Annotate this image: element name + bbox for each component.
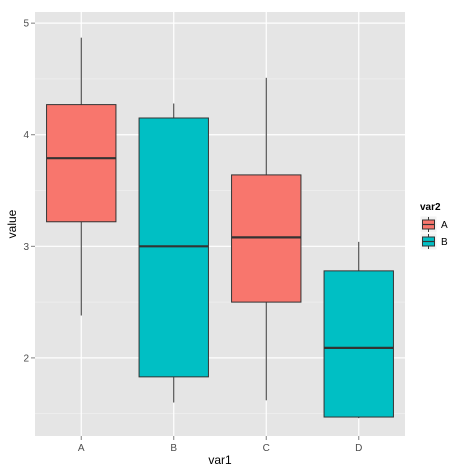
y-axis-title: value	[5, 209, 19, 238]
legend-label: A	[441, 220, 448, 231]
box-body	[46, 104, 117, 223]
x-tick-label: B	[170, 443, 177, 454]
y-tick-label: 3	[23, 242, 29, 253]
legend-label: B	[441, 237, 448, 248]
box-B	[138, 103, 209, 403]
y-tick-label: 2	[23, 353, 29, 364]
box-body	[231, 174, 302, 303]
legend-title: var2	[420, 202, 441, 213]
x-tick-label: A	[78, 443, 85, 454]
y-tick-label: 5	[23, 19, 29, 30]
box-A	[46, 37, 117, 316]
x-tick-label: D	[355, 443, 362, 454]
box-body	[323, 270, 394, 418]
x-axis-title: var1	[208, 453, 232, 467]
legend-item-A: A	[419, 215, 448, 234]
legend: var2 AB	[419, 202, 448, 251]
boxes-layer	[46, 37, 394, 419]
x-tick-label: C	[263, 443, 270, 454]
box-body	[138, 117, 209, 378]
box-C	[231, 77, 302, 401]
legend-item-B: B	[419, 232, 448, 251]
axes-layer: 2 3 4 5 A B C D	[23, 19, 362, 454]
y-tick-label: 4	[23, 130, 29, 141]
box-D	[323, 241, 394, 419]
